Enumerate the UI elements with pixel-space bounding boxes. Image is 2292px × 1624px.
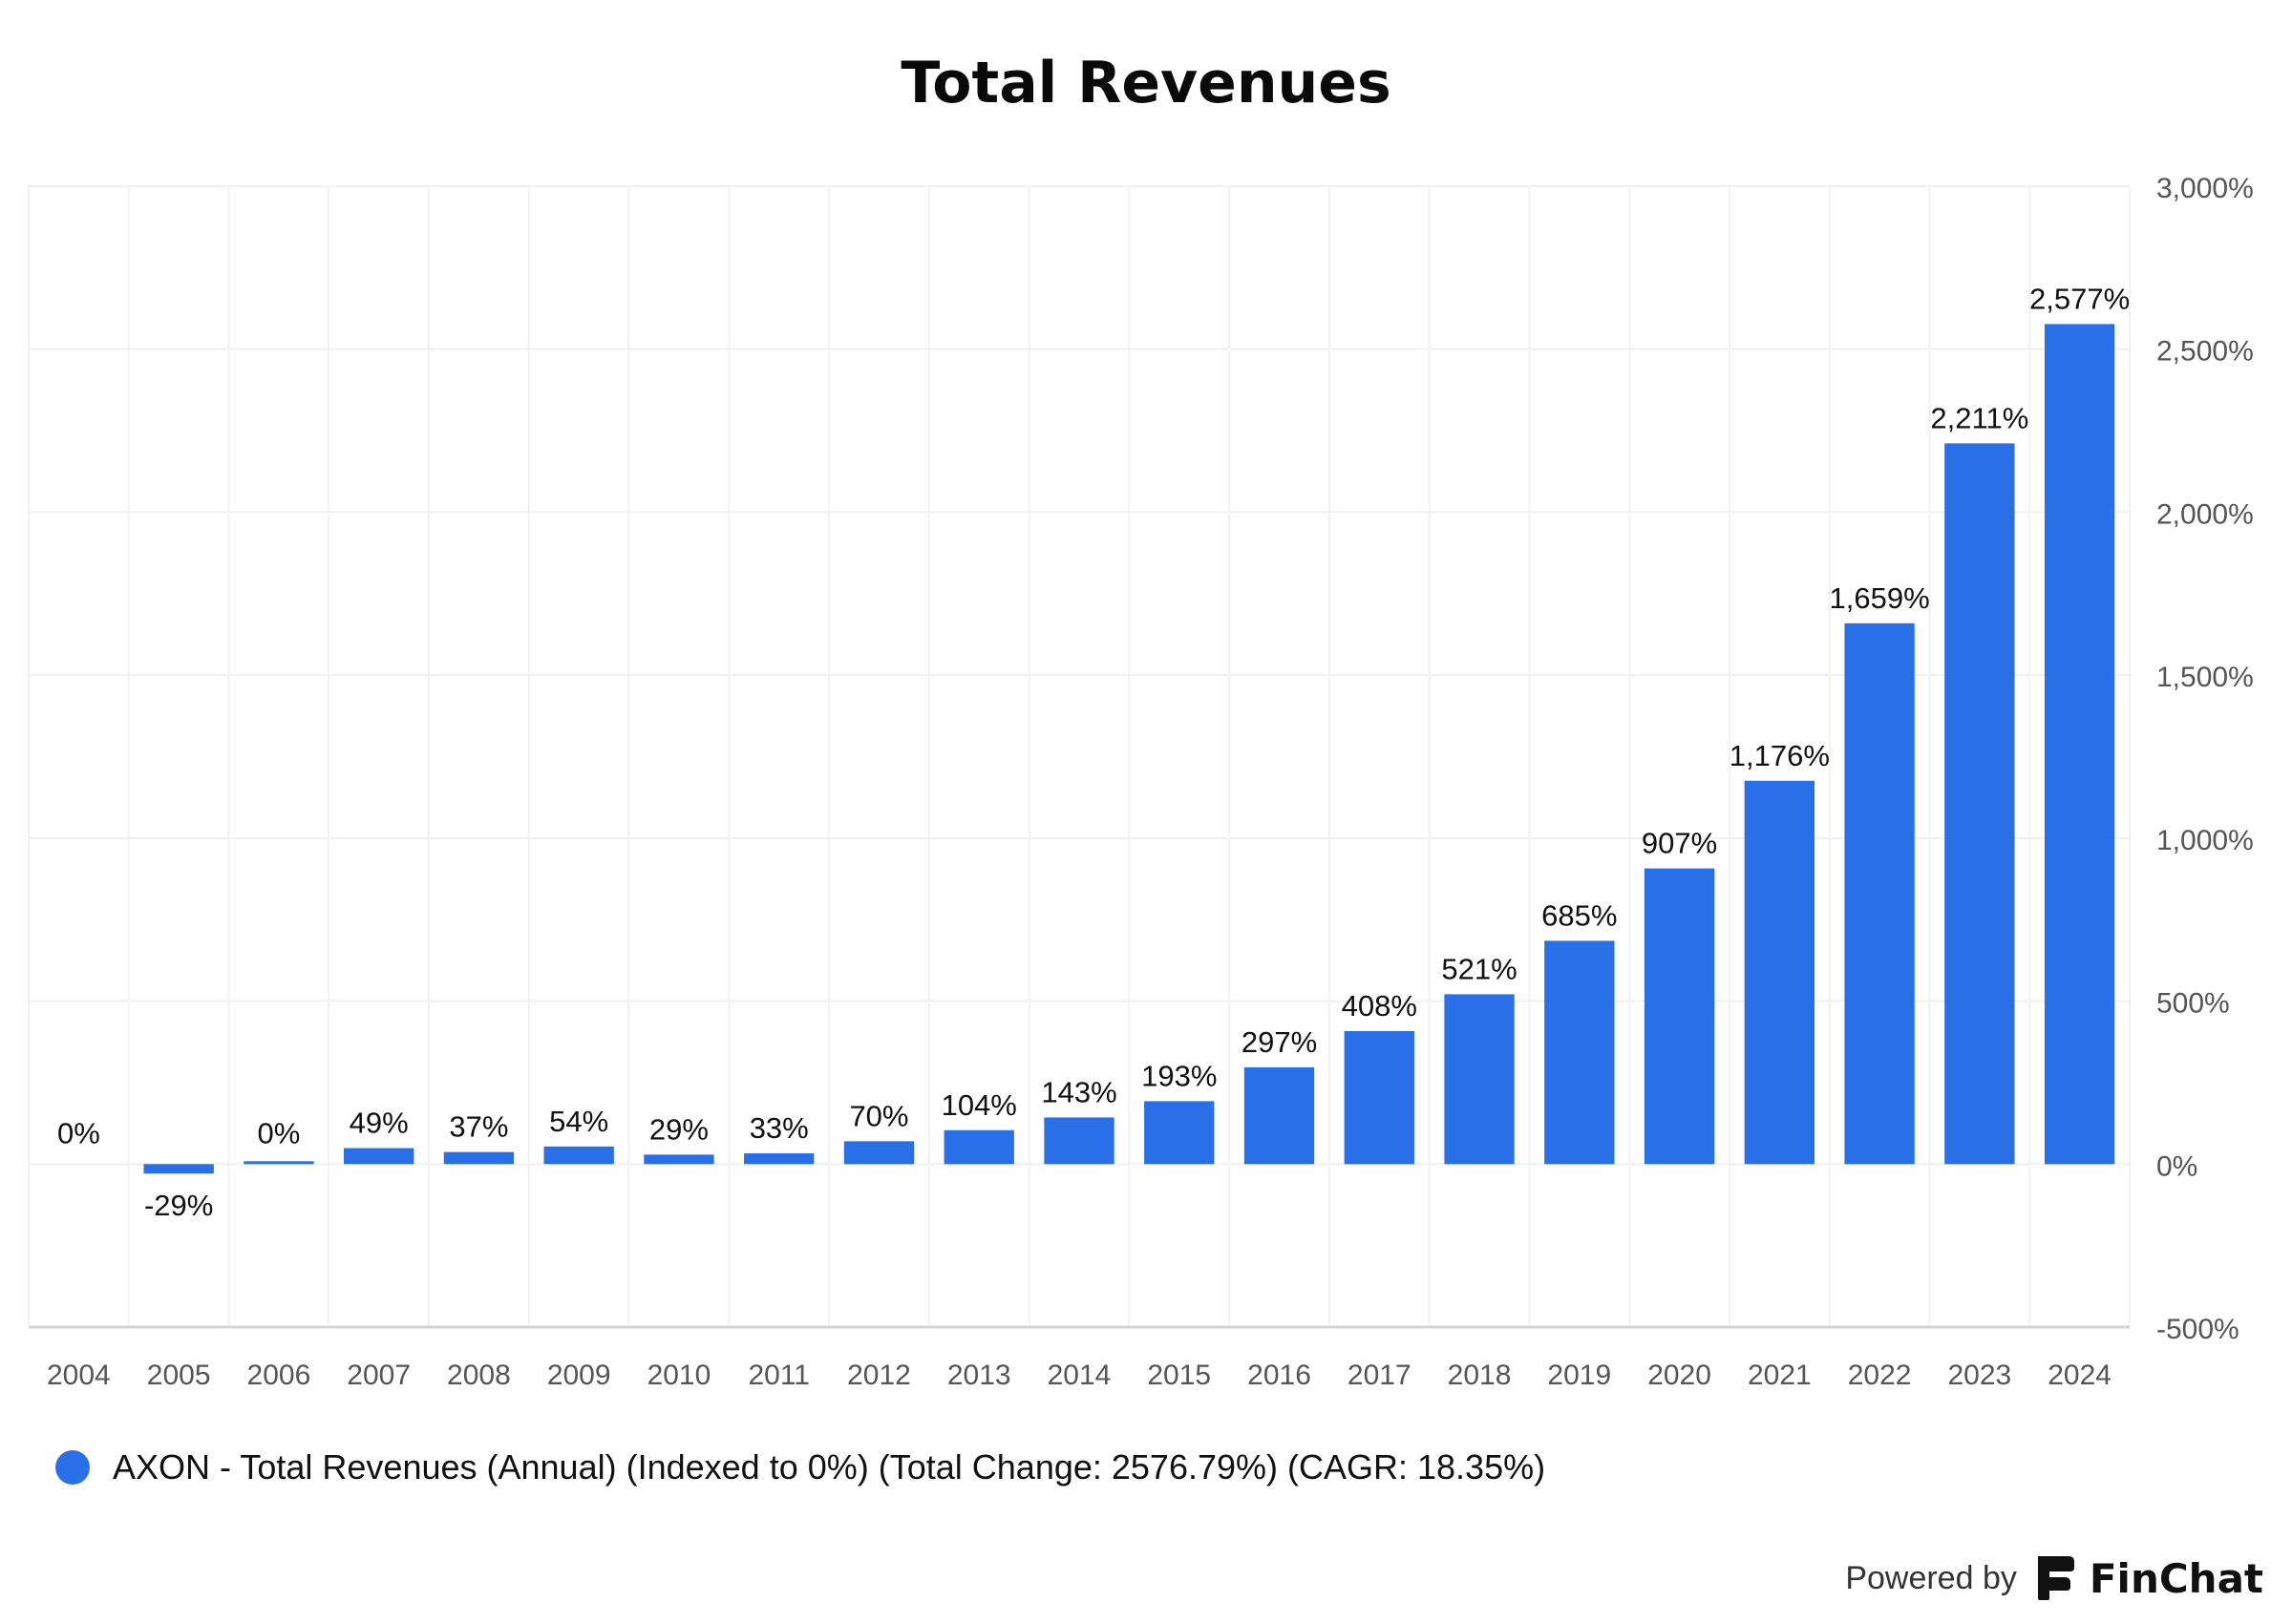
- bar-2007[interactable]: [344, 1148, 414, 1165]
- data-label-2007: 49%: [350, 1107, 409, 1140]
- x-tick-label: 2008: [447, 1360, 511, 1391]
- x-tick-label: 2013: [947, 1360, 1011, 1391]
- data-label-2005: -29%: [144, 1189, 213, 1222]
- bar-2022[interactable]: [1844, 622, 1915, 1165]
- x-tick-label: 2014: [1048, 1360, 1112, 1391]
- bar-2017[interactable]: [1344, 1030, 1414, 1165]
- x-tick-label: 2009: [547, 1360, 611, 1391]
- x-tick-label: 2006: [247, 1360, 311, 1391]
- data-label-2017: 408%: [1342, 989, 1417, 1023]
- bar-2010[interactable]: [644, 1154, 714, 1165]
- data-label-2016: 297%: [1242, 1025, 1317, 1059]
- data-label-2009: 54%: [549, 1105, 608, 1138]
- x-tick-label: 2011: [748, 1360, 810, 1391]
- x-tick-label: 2015: [1147, 1360, 1211, 1391]
- x-tick-label: 2023: [1947, 1360, 2011, 1391]
- bar-2012[interactable]: [843, 1141, 915, 1165]
- bar-2009[interactable]: [543, 1146, 614, 1165]
- bar-2018[interactable]: [1444, 994, 1515, 1165]
- bar-2005[interactable]: [143, 1164, 214, 1174]
- x-tick-label: 2022: [1848, 1360, 1912, 1391]
- y-tick-label: 500%: [2156, 988, 2230, 1020]
- bar-2019[interactable]: [1544, 940, 1615, 1165]
- x-tick-label: 2010: [647, 1360, 711, 1391]
- y-tick-label: 2,500%: [2156, 336, 2254, 368]
- bar-2011[interactable]: [744, 1153, 815, 1165]
- grid-lines: [28, 185, 2131, 1327]
- data-label-2004: 0%: [57, 1116, 100, 1149]
- y-tick-label: -500%: [2156, 1314, 2239, 1345]
- x-tick-label: 2012: [847, 1360, 911, 1391]
- bar-2015[interactable]: [1144, 1101, 1215, 1165]
- data-label-2022: 1,659%: [1830, 581, 1930, 615]
- data-label-2014: 143%: [1041, 1075, 1116, 1108]
- bar-2008[interactable]: [443, 1151, 515, 1165]
- bar-2020[interactable]: [1644, 868, 1715, 1165]
- data-label-2019: 685%: [1541, 898, 1617, 932]
- legend[interactable]: AXON - Total Revenues (Annual) (Indexed …: [55, 1447, 1545, 1487]
- bar-2016[interactable]: [1243, 1066, 1315, 1165]
- y-tick-label: 1,500%: [2156, 662, 2254, 693]
- x-tick-label: 2018: [1448, 1360, 1512, 1391]
- data-label-2020: 907%: [1642, 827, 1717, 860]
- bar-2024[interactable]: [2044, 324, 2115, 1165]
- data-label-2023: 2,211%: [1930, 401, 2028, 434]
- data-labels: 0% -29% 0% 49% 37% 54% 29% 33% 70% 104% 143% 193% 29…: [57, 282, 2130, 1222]
- finchat-brand: FinChat: [2089, 1554, 2263, 1602]
- powered-by-label: Powered by: [1845, 1559, 2017, 1596]
- x-tick-label: 2019: [1547, 1360, 1611, 1391]
- x-tick-label: 2017: [1348, 1360, 1411, 1391]
- y-tick-label: 0%: [2156, 1150, 2197, 1182]
- x-tick-label: 2016: [1247, 1360, 1311, 1391]
- data-label-2011: 33%: [750, 1111, 809, 1145]
- bar-2006[interactable]: [244, 1161, 314, 1165]
- data-label-2006: 0%: [257, 1116, 300, 1149]
- bar-2013[interactable]: [944, 1129, 1014, 1165]
- bar-2021[interactable]: [1744, 780, 1814, 1165]
- data-label-2010: 29%: [649, 1112, 709, 1146]
- x-tick-label: 2021: [1748, 1360, 1812, 1391]
- data-label-2018: 521%: [1441, 952, 1517, 985]
- y-tick-label: 1,000%: [2156, 825, 2254, 856]
- legend-label: AXON - Total Revenues (Annual) (Indexed …: [113, 1447, 1546, 1487]
- x-tick-label: 2005: [147, 1360, 211, 1391]
- data-label-2013: 104%: [942, 1088, 1017, 1122]
- bars: [143, 324, 2115, 1174]
- data-label-2015: 193%: [1141, 1059, 1217, 1092]
- data-label-2021: 1,176%: [1730, 739, 1830, 772]
- data-label-2012: 70%: [849, 1099, 908, 1132]
- finchat-logo-icon: [2034, 1554, 2076, 1602]
- x-tick-label: 2004: [47, 1360, 111, 1391]
- data-label-2008: 37%: [449, 1110, 508, 1144]
- y-tick-label: 3,000%: [2156, 173, 2254, 204]
- x-tick-label: 2007: [347, 1360, 411, 1391]
- bar-2014[interactable]: [1044, 1117, 1114, 1165]
- powered-by-footer[interactable]: Powered by FinChat: [1845, 1554, 2263, 1602]
- y-tick-label: 2,000%: [2156, 498, 2254, 530]
- axes: -500% 0% 500% 1,000% 1,500% 2,000% 2,500% 3,000…: [29, 173, 2254, 1391]
- x-tick-label: 2020: [1647, 1360, 1711, 1391]
- data-label-2024: 2,577%: [2029, 282, 2130, 315]
- legend-marker-icon: [55, 1450, 90, 1485]
- x-tick-label: 2024: [2048, 1360, 2112, 1391]
- bar-2023[interactable]: [1944, 443, 2015, 1165]
- chart-title: Total Revenues: [901, 50, 1391, 116]
